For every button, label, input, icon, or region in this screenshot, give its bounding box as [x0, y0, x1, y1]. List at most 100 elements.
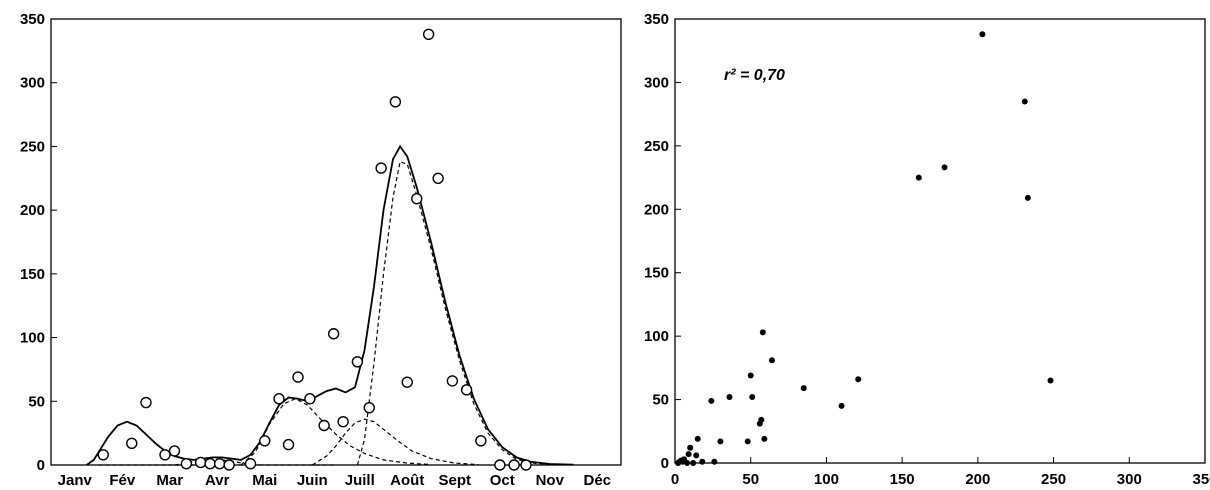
observed-point	[508, 459, 520, 471]
scatter-point	[768, 357, 775, 364]
scatter-point	[684, 460, 691, 466]
observed-point	[223, 459, 235, 471]
r-squared-annotation: r² = 0,70	[724, 67, 785, 84]
correlation-chart: r² = 0,70 0 50 100 150 200 250 300 350 0 50 100 15…	[644, 11, 1210, 488]
scatter-point	[855, 376, 862, 383]
observed-point	[304, 393, 316, 405]
scatter-point	[758, 416, 765, 423]
scatter-point	[749, 394, 756, 401]
observed-point	[126, 437, 138, 450]
y-tick-label: 300	[20, 75, 45, 92]
y-tick-label: 100	[644, 328, 669, 345]
observed-point	[363, 401, 375, 414]
y-tick-label: 200	[644, 201, 669, 218]
scatter-point	[1047, 377, 1054, 384]
scatter-point	[747, 372, 754, 379]
scatter-point	[744, 438, 751, 445]
scatter-point	[717, 438, 724, 445]
observed-point	[259, 435, 271, 447]
fitted-component-line	[356, 160, 565, 466]
scatter-point	[693, 452, 700, 459]
observed-point	[375, 162, 387, 174]
observed-point	[318, 419, 330, 432]
y-tick-label: 50	[28, 393, 45, 410]
scatter-point	[979, 31, 986, 38]
observed-point	[97, 449, 109, 461]
correlation-chart-frame	[674, 18, 1206, 464]
y-tick-label: 0	[37, 457, 45, 474]
scatter-points	[675, 31, 1054, 466]
scatter-point	[759, 329, 766, 336]
month-label: Avr	[205, 472, 230, 489]
observed-point	[180, 458, 193, 470]
scatter-point	[1021, 98, 1028, 105]
observed-point	[422, 28, 435, 40]
observed-point	[327, 328, 340, 340]
observed-point	[168, 445, 181, 457]
month-label: Sept	[438, 472, 471, 489]
x-tick-label: 100	[814, 471, 839, 488]
y-tick-label: 0	[661, 455, 669, 472]
x-tick-label: 300	[1117, 471, 1142, 488]
observed-point	[292, 371, 304, 383]
seasonal-chart-frame	[50, 18, 622, 466]
seasonal-chart: 0 50 100 150 200 250 300 350 Janv Fév Mar Avr Mai Ju…	[20, 11, 622, 489]
observed-point	[159, 449, 171, 461]
observed-point	[446, 375, 459, 387]
observed-point	[244, 458, 257, 470]
y-tick-label: 100	[20, 330, 45, 347]
scatter-point	[708, 397, 715, 404]
scatter-point	[838, 402, 845, 409]
scatter-point	[941, 164, 948, 171]
scatter-point	[699, 458, 706, 465]
scatter-point	[685, 451, 692, 458]
month-label: Janv	[58, 472, 93, 489]
month-label: Nov	[536, 472, 565, 489]
observed-points	[97, 28, 532, 471]
scatter-point	[711, 458, 718, 465]
y-tick-label: 300	[644, 74, 669, 91]
observed-point	[411, 192, 423, 205]
y-ticks: 0 50 100 150 200 250 300 350	[644, 11, 681, 472]
y-tick-label: 200	[20, 202, 45, 219]
scatter-point	[761, 435, 768, 442]
y-tick-label: 150	[644, 265, 669, 282]
scatter-point	[915, 174, 922, 181]
y-tick-label: 250	[644, 138, 669, 155]
scatter-point	[800, 385, 807, 392]
y-tick-label: 150	[20, 266, 45, 283]
x-tick-label: 150	[890, 471, 915, 488]
scatter-point	[1024, 194, 1031, 201]
month-label: Fév	[109, 472, 136, 489]
x-tick-label: 200	[965, 471, 990, 488]
fitted-lines	[86, 144, 574, 466]
fitted-component-line	[311, 418, 479, 466]
observed-point	[282, 438, 295, 451]
x-tick-label: 350	[1192, 471, 1210, 488]
observed-point	[273, 393, 285, 405]
observed-point	[140, 396, 152, 409]
observed-point	[213, 458, 226, 470]
observed-point	[337, 415, 349, 428]
observed-point	[401, 376, 413, 388]
month-label: Août	[390, 472, 424, 489]
y-tick-label: 250	[20, 138, 45, 155]
x-tick-label: 50	[742, 471, 759, 488]
month-label: Déc	[583, 472, 611, 489]
month-label: Juin	[297, 472, 328, 489]
x-tick-label: 0	[671, 471, 679, 488]
month-label: Juill	[345, 472, 375, 489]
observed-point	[204, 458, 216, 470]
y-tick-label: 350	[644, 11, 669, 28]
y-tick-label: 50	[652, 392, 669, 409]
observed-point	[389, 96, 402, 108]
observed-point	[520, 459, 532, 471]
x-tick-label: 250	[1041, 471, 1066, 488]
month-label: Oct	[490, 472, 515, 489]
fitted-total-line	[86, 144, 574, 466]
observed-point	[460, 384, 473, 396]
observed-point	[351, 356, 364, 368]
month-labels: Janv Fév Mar Avr Mai Juin Juill Août Sept Oct Nov D…	[58, 472, 611, 489]
observed-point	[432, 172, 444, 184]
